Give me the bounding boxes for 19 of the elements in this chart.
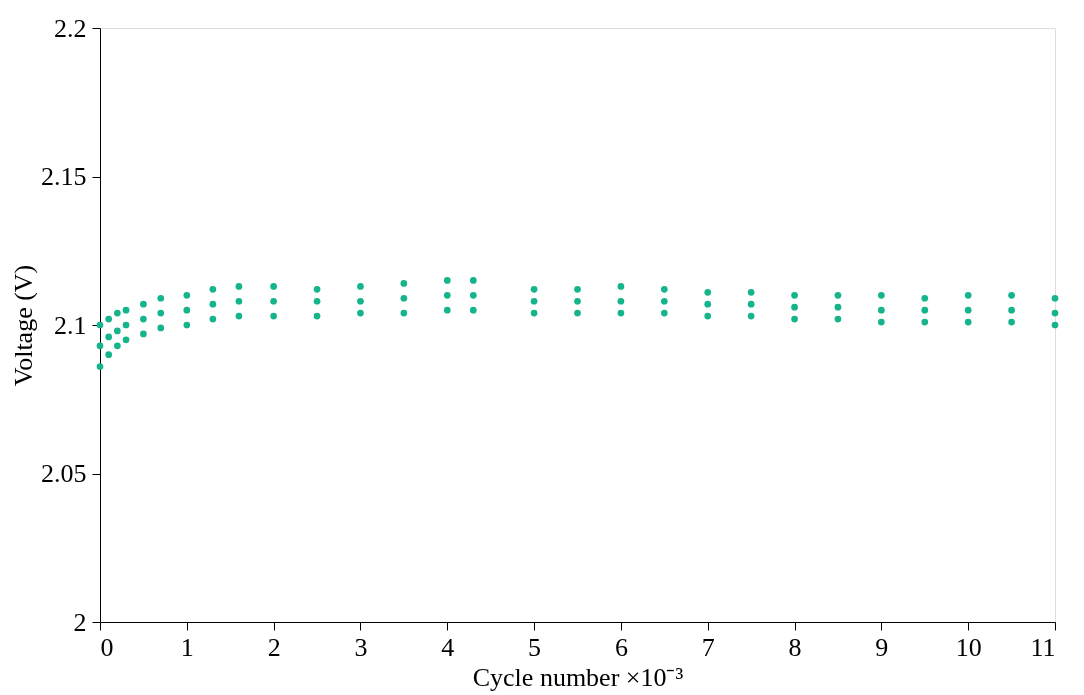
- x-tick-label: 0: [100, 632, 114, 662]
- x-tick-label: 2: [267, 632, 281, 662]
- x-tick-label: 9: [875, 632, 889, 662]
- x-tick-label: 8: [788, 632, 802, 662]
- y-axis-title: Voltage (V): [9, 264, 38, 387]
- x-axis-title: Cycle number ×10⁻³: [472, 662, 684, 692]
- y-tick-label: 2.15: [41, 162, 87, 191]
- y-tick-label: 2.1: [54, 310, 87, 340]
- x-tick-label: 5: [528, 632, 542, 662]
- x-tick-label: 4: [441, 632, 455, 662]
- x-tick-label: 3: [354, 632, 368, 662]
- x-tick-label: 7: [701, 632, 715, 662]
- x-tick-label: 11: [1030, 632, 1056, 662]
- y-tick-label: 2.05: [41, 459, 87, 488]
- y-tick-label: 2.2: [54, 13, 87, 43]
- y-tick-label: 2: [73, 607, 87, 637]
- x-tick-label: 6: [614, 632, 628, 662]
- x-tick-label: 1: [180, 632, 194, 662]
- x-tick-label: 10: [955, 632, 982, 662]
